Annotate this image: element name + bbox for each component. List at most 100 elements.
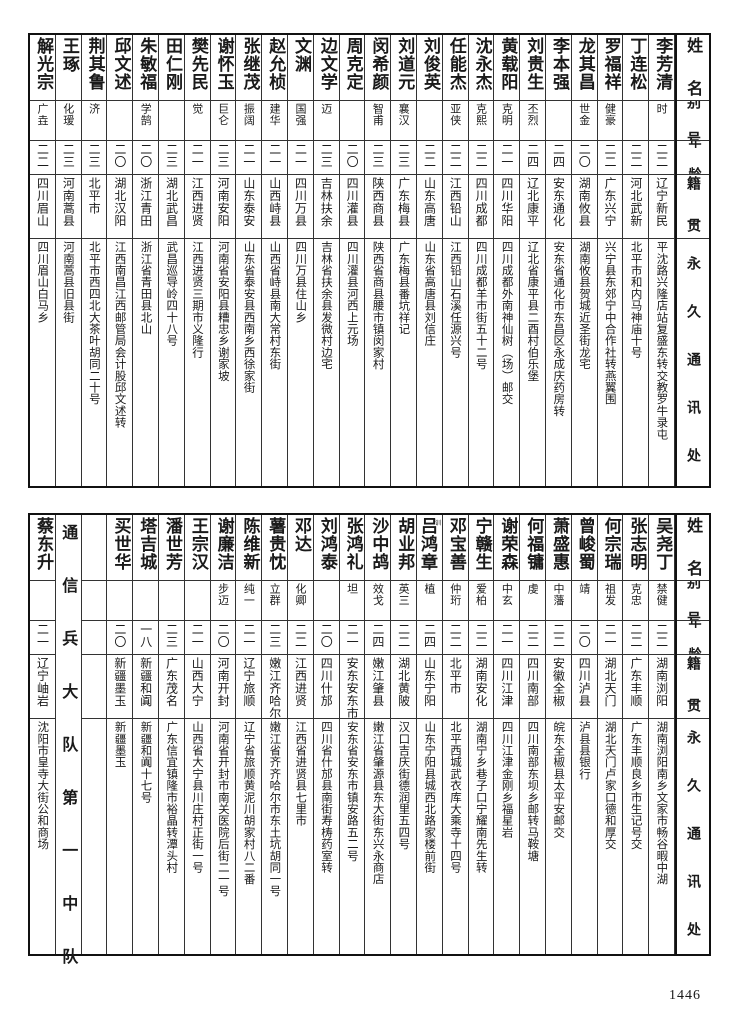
cell-alias-text: 立群	[268, 583, 282, 606]
roster-column: 萧盛惠 中藩 二二 安徽全椒 皖东全椒县太平安邮交	[545, 515, 572, 954]
cell-name: 吕鸿章训	[416, 515, 442, 581]
roster-column: 解光宗 广垚 二二 四川眉山 四川眉山白马乡	[30, 35, 56, 486]
cell-name-text: 塔吉城	[136, 517, 157, 571]
cell-address: 河南省开封市南关医院后街二一号	[211, 719, 236, 954]
cell-origin: 山西大宁	[184, 655, 210, 719]
cell-alias: 禁健	[649, 581, 674, 621]
cell-address-text: 湖北天门卢家口德和厚交	[603, 721, 618, 850]
cell-address-text: 新疆和阗十七号	[139, 721, 154, 803]
cell-origin: 北平市	[442, 655, 468, 719]
roster-column-blank	[81, 515, 108, 954]
cell-age: 二〇	[210, 621, 236, 655]
cell-name-text: 解光宗	[33, 37, 54, 91]
row-header-origin-text: 籍 贯	[685, 656, 702, 718]
cell-origin: 广东兴宁	[597, 175, 623, 239]
row-header-alias: 别 号	[676, 581, 709, 621]
cell-name: 任能杰	[442, 35, 468, 101]
cell-origin-text: 江西铅山	[448, 177, 463, 227]
cell-alias: 世金	[571, 101, 597, 141]
cell-origin-text: 湖北天门	[603, 657, 618, 707]
roster-column: 文渊 国强 二一 四川万县 四川万县住山乡	[287, 35, 314, 486]
cell-address: 江西进贤三期市义隆行	[185, 239, 210, 486]
cell-alias-text: 祖发	[603, 583, 617, 606]
cell-origin-text: 浙江青田	[138, 177, 153, 227]
page-number: 1446	[669, 988, 701, 1003]
cell-name-text: 沙中鸪	[368, 517, 389, 571]
cell-address-text: 吉林省扶余县发微村边宅	[320, 241, 335, 370]
roster-column: 边文学迈二三 吉林扶余 吉林省扶余县发微村边宅	[313, 35, 340, 486]
roster-column: 吕鸿章训植二四 山东宁阳 山东宁阳县城西北路家楼前街	[416, 515, 443, 954]
cell-age: 二一	[184, 141, 210, 175]
cell-name-text: 王宗汉	[187, 517, 208, 571]
cell-origin-text: 山西大宁	[190, 657, 205, 707]
unit-title-cell: 通 信 兵 大 队 第 一 中 队	[56, 515, 81, 973]
roster-column: 张继茂 振阔 二一 山东泰安 山东省泰安县西南乡西徐家街	[236, 35, 263, 486]
cell-age-text: 二四	[422, 623, 437, 648]
cell-origin-text: 新疆和阗	[138, 657, 153, 707]
cell-origin: 四川华阳	[494, 175, 520, 239]
cell-address-text: 北平西城武衣库大乘寺十四号	[449, 721, 463, 874]
roster-column: 蔡东升 二一 辽宁岫岩 沈阳市皇寺大街公和商场	[30, 515, 56, 954]
cell-origin: 山东高唐	[416, 175, 442, 239]
cell-origin: 辽宁旅顺	[236, 655, 262, 719]
cell-name-text: 李本强	[549, 37, 569, 91]
cell-origin-text: 江西进贤	[293, 657, 308, 707]
cell-address-text: 山东宁阳县城西北路家楼前街	[423, 721, 438, 874]
cell-age-text: 二三	[396, 143, 411, 168]
cell-name: 王琢	[55, 35, 81, 101]
cell-alias: 立群	[262, 581, 287, 621]
row-header-age-text: 年 龄	[685, 621, 701, 655]
cell-address-text: 泸县县银行	[577, 721, 592, 780]
row-header-origin: 籍 贯	[676, 175, 709, 239]
cell-address: 吉林省扶余县发微村边宅	[314, 239, 339, 486]
cell-age: 二一	[30, 621, 55, 655]
cell-origin: 江西进贤	[184, 175, 210, 239]
cell-age-text: 二一	[499, 623, 514, 648]
cell-age: 二〇	[107, 141, 133, 175]
cell-name: 丁连松	[623, 35, 649, 101]
cell-address	[82, 719, 107, 954]
cell-origin: 四川什邡	[313, 655, 339, 719]
cell-origin-text: 河南安阳	[216, 177, 231, 227]
cell-alias: 觉	[184, 101, 210, 141]
cell-name: 朱敏福	[133, 35, 158, 101]
cell-name: 何宗瑞	[597, 515, 623, 581]
cell-address: 山西省峙县南大常村东街	[262, 239, 287, 486]
cell-origin: 吉林扶余	[313, 175, 339, 239]
cell-age-text: 二〇	[216, 623, 231, 648]
cell-address: 泸县县银行	[572, 719, 597, 954]
cell-age: 二一	[236, 621, 262, 655]
cell-name: 王宗汉	[184, 515, 210, 581]
cell-alias-text: 觉	[190, 103, 204, 115]
cell-name-text: 沈永杰	[471, 37, 492, 91]
cell-origin: 嫩江齐哈尔	[262, 655, 287, 719]
cell-name: 曾峻蜀	[571, 515, 597, 581]
cell-alias: 植	[416, 581, 442, 621]
cell-origin: 新疆和阗	[133, 655, 158, 719]
cell-name: 薯贵忱	[262, 515, 287, 581]
cell-alias-text: 丕烈	[526, 103, 540, 126]
unit-title-text: 通 信 兵 大 队 第 一 中 队	[59, 524, 79, 973]
cell-name: 沙中鸪	[365, 515, 391, 581]
cell-age: 二二	[416, 141, 442, 175]
cell-alias: 英三	[391, 581, 416, 621]
cell-origin-text: 湖南安化	[474, 657, 489, 707]
cell-address-text: 皖东全椒县太平安邮交	[552, 721, 567, 838]
cell-age: 二二	[391, 621, 416, 655]
cell-age-text: 二〇	[112, 143, 127, 168]
cell-address-text: 江西南昌江西邮管局会计股邱文述转	[113, 241, 128, 429]
cell-origin-text: 河南蒿县	[61, 177, 76, 227]
cell-name: 邱文述	[107, 35, 133, 101]
cell-name: 文渊	[287, 35, 313, 101]
cell-origin-text: 嫩江肇县	[370, 657, 385, 707]
roster-row-header-column: 姓 名别 号年 龄籍 贯永 久 通 讯 处	[674, 35, 709, 486]
cell-origin-text: 广东兴宁	[603, 177, 618, 227]
cell-age: 二三	[365, 141, 391, 175]
cell-address-text: 辽北省康平县二酉村伯乐堡	[526, 241, 541, 382]
cell-alias	[30, 581, 55, 621]
cell-alias: 济	[81, 101, 107, 141]
cell-alias-text: 禁健	[655, 583, 669, 606]
cell-alias	[107, 581, 133, 621]
cell-origin: 嫩江肇县	[365, 655, 391, 719]
cell-age-text: 二一	[267, 143, 282, 168]
